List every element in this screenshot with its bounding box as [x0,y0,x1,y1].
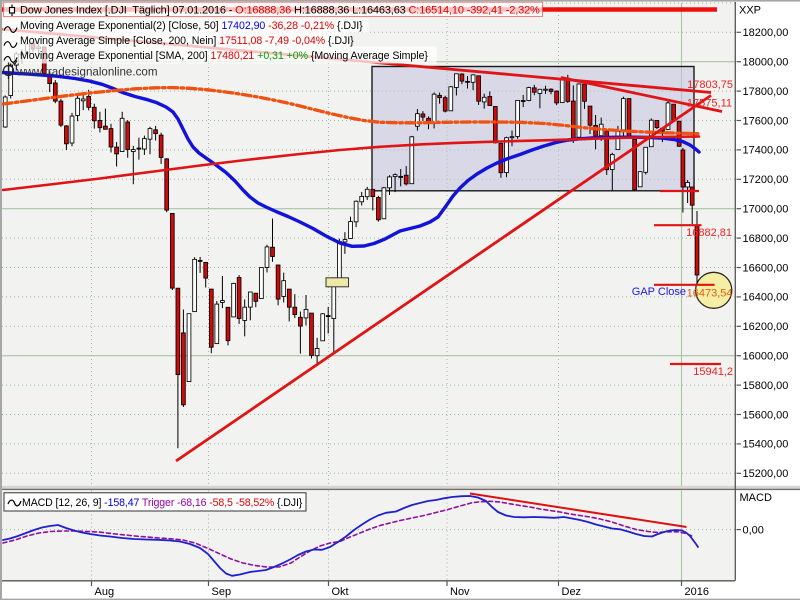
svg-text:Dez: Dez [562,586,582,598]
svg-text:Okt: Okt [332,586,349,598]
svg-text:0,00: 0,00 [743,524,764,536]
svg-text:18200,00: 18200,00 [743,27,789,39]
svg-text:18000,00: 18000,00 [743,57,789,69]
svg-text:17400,00: 17400,00 [743,145,789,157]
svg-text:Sep: Sep [212,586,232,598]
svg-text:Nov: Nov [450,586,470,598]
svg-text:GAP Close: GAP Close [632,286,686,298]
svg-text:16200,00: 16200,00 [743,321,789,333]
svg-text:Dow Jones Index [.DJI Täglich: Dow Jones Index [.DJI Täglich] 07.01.201… [20,5,540,17]
svg-text:16400,00: 16400,00 [743,292,789,304]
svg-text:15200,00: 15200,00 [743,468,789,480]
svg-text:MACD: MACD [740,492,772,504]
svg-text:17200,00: 17200,00 [743,174,789,186]
svg-text:15400,00: 15400,00 [743,439,789,451]
svg-text:Moving Average Simple [Close,: Moving Average Simple [Close, 200, Nein]… [20,35,354,47]
svg-text:17803,75: 17803,75 [687,79,733,91]
svg-text:15600,00: 15600,00 [743,409,789,421]
svg-text:XXP: XXP [739,5,761,17]
svg-text:15941,2: 15941,2 [693,366,733,378]
svg-text:16800,00: 16800,00 [743,233,789,245]
svg-text:17575,11: 17575,11 [687,98,732,110]
svg-text:15800,00: 15800,00 [743,380,789,392]
svg-text:Moving Average Exponential [SM: Moving Average Exponential [SMA, 200] 17… [20,50,428,62]
svg-text:16473,54: 16473,54 [687,288,733,300]
svg-text:17800,00: 17800,00 [743,86,789,98]
svg-text:2016: 2016 [685,586,709,598]
svg-text:www.tradesignalonline.com: www.tradesignalonline.com [16,66,157,79]
svg-text:Aug: Aug [95,586,115,598]
svg-text:MACD [12, 26, 9] -158,47 Trigg: MACD [12, 26, 9] -158,47 Trigger -68,16 … [22,497,303,509]
svg-text:16000,00: 16000,00 [743,351,789,363]
svg-text:Moving Average Exponential(2): Moving Average Exponential(2) [Close, 50… [20,20,363,32]
svg-text:16600,00: 16600,00 [743,262,789,274]
svg-text:17600,00: 17600,00 [743,115,789,127]
svg-text:17000,00: 17000,00 [743,204,789,216]
svg-text:16882,81: 16882,81 [686,227,732,239]
